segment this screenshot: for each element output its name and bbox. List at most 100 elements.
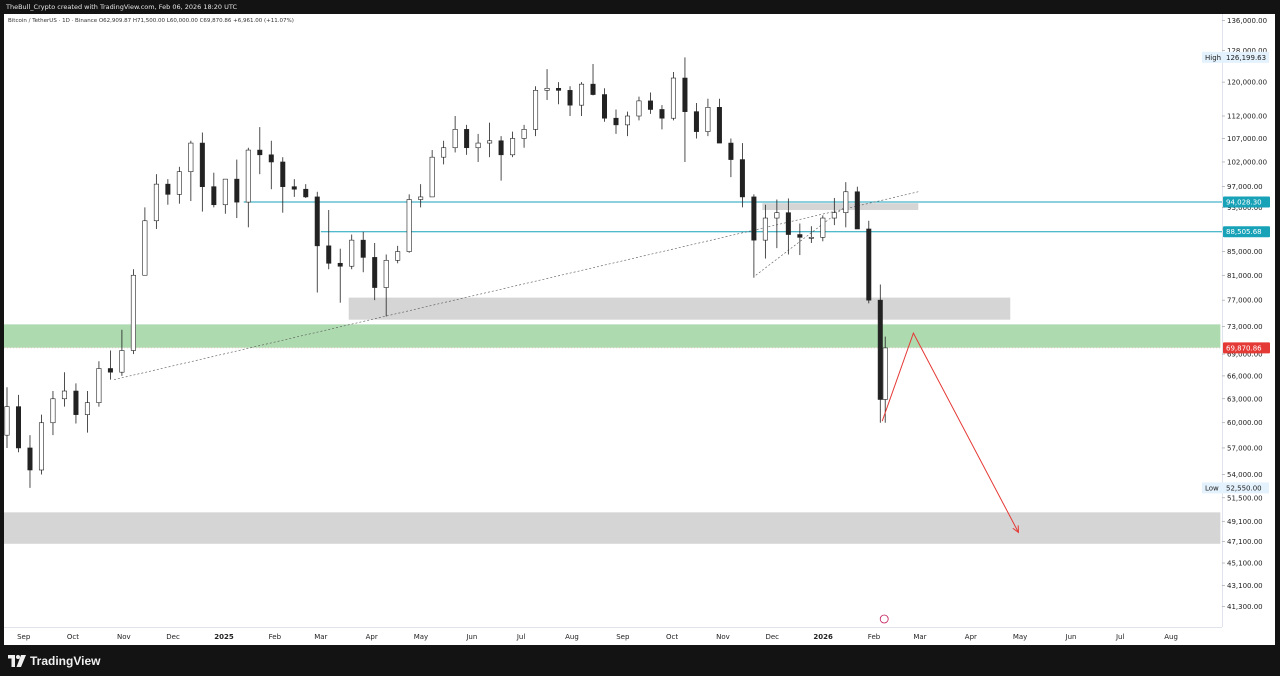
gray-zone bbox=[4, 512, 1221, 544]
trendline bbox=[113, 191, 919, 380]
price-tick-label: 93,000.00 bbox=[1227, 204, 1263, 212]
level-price-tag-bg bbox=[1223, 196, 1270, 208]
time-tick-label: Aug bbox=[565, 633, 579, 641]
gray-zone bbox=[348, 297, 1011, 320]
candle-body bbox=[176, 171, 182, 195]
candle-body bbox=[590, 83, 596, 95]
time-tick-label: Apr bbox=[965, 633, 977, 641]
level-price-tag: 88,505.68 bbox=[1226, 228, 1262, 236]
price-tick-label: 97,000.00 bbox=[1227, 183, 1263, 191]
symbol-info: Bitcoin / TetherUS · 1D · Binance O62,90… bbox=[8, 18, 294, 24]
candle-body bbox=[877, 299, 883, 400]
candle-body bbox=[15, 406, 21, 449]
candle-body bbox=[326, 245, 332, 264]
candle-body bbox=[533, 90, 539, 130]
candle-body bbox=[498, 140, 504, 156]
candle-body bbox=[188, 142, 194, 173]
candle-body bbox=[716, 107, 722, 144]
price-tick-label: 66,000.00 bbox=[1227, 372, 1263, 380]
price-tick-label: 112,000.00 bbox=[1227, 113, 1267, 121]
price-tick-label: 77,000.00 bbox=[1227, 297, 1263, 305]
time-tick-label: May bbox=[1013, 633, 1027, 641]
time-tick-label: Nov bbox=[117, 633, 131, 641]
gray-zone bbox=[762, 203, 919, 211]
high-label-value: 126,199.63 bbox=[1226, 54, 1266, 62]
candle-body bbox=[165, 183, 171, 195]
candle-body bbox=[107, 368, 113, 373]
event-marker-icon[interactable] bbox=[879, 614, 889, 624]
candle-body bbox=[613, 117, 619, 126]
time-tick-label: Nov bbox=[716, 633, 730, 641]
candle-body bbox=[762, 217, 768, 241]
chart-area[interactable]: 136,000.00 128,000.00 120,000.00 112,000.00… bbox=[4, 14, 1275, 645]
candle-body bbox=[510, 138, 516, 156]
candle-body bbox=[268, 154, 274, 163]
price-tick-label: 41,300.00 bbox=[1227, 603, 1263, 611]
price-tick-label: 81,000.00 bbox=[1227, 272, 1263, 280]
candle-body bbox=[96, 368, 102, 403]
candle-body bbox=[659, 109, 665, 119]
time-tick-label: Apr bbox=[366, 633, 378, 641]
price-tick-label: 73,000.00 bbox=[1227, 323, 1263, 331]
time-tick-label: Dec bbox=[765, 633, 779, 641]
candle-body bbox=[647, 100, 653, 110]
price-tick-label: 51,500.00 bbox=[1227, 494, 1263, 502]
tradingview-logo[interactable]: TradingView bbox=[8, 654, 100, 668]
candle-body bbox=[567, 90, 573, 106]
candle-body bbox=[854, 191, 860, 230]
time-tick-label: Feb bbox=[269, 633, 282, 641]
chart-canvas[interactable]: 136,000.00 128,000.00 120,000.00 112,000.00… bbox=[4, 14, 1275, 645]
time-tick-label: Sep bbox=[616, 633, 630, 641]
time-tick-label: 2026 bbox=[813, 633, 833, 641]
candle-body bbox=[797, 234, 803, 238]
candle-body bbox=[475, 142, 481, 149]
last-price-tag: 69,870.86 bbox=[1226, 344, 1262, 352]
candle-body bbox=[521, 129, 527, 139]
candle-body bbox=[705, 107, 711, 132]
candle-body bbox=[624, 115, 630, 126]
price-tick-label: 136,000.00 bbox=[1227, 17, 1267, 25]
price-tick-label: 102,000.00 bbox=[1227, 158, 1267, 166]
candle-body bbox=[38, 422, 44, 471]
candle-body bbox=[291, 186, 297, 190]
price-tick-label: 69,000.00 bbox=[1227, 351, 1263, 359]
candle-body bbox=[831, 212, 837, 219]
support-zone bbox=[4, 324, 1221, 348]
candle-body bbox=[487, 140, 493, 144]
candle-body bbox=[785, 212, 791, 235]
candle-body bbox=[61, 390, 67, 400]
time-tick-label: Mar bbox=[314, 633, 327, 641]
candle-body bbox=[27, 447, 33, 471]
candle-body bbox=[84, 402, 90, 415]
candle-body bbox=[441, 147, 447, 158]
candle-body bbox=[383, 260, 389, 288]
high-label-word: High bbox=[1205, 54, 1221, 62]
low-label-bg bbox=[1202, 482, 1269, 494]
candle-body bbox=[199, 142, 205, 187]
candle-body bbox=[303, 188, 309, 198]
candle-body bbox=[882, 347, 888, 400]
candle-body bbox=[406, 199, 412, 252]
trendline bbox=[755, 207, 845, 276]
candle-body bbox=[73, 390, 79, 415]
candle-body bbox=[119, 350, 125, 373]
last-price-tag-bg bbox=[1223, 342, 1270, 354]
time-tick-label: May bbox=[414, 633, 428, 641]
candle-body bbox=[808, 237, 814, 239]
time-tick-label: Oct bbox=[666, 633, 678, 641]
time-tick-label: Jul bbox=[1115, 633, 1125, 641]
candle-body bbox=[280, 161, 286, 187]
candle-body bbox=[728, 142, 734, 160]
low-label-value: 52,550.00 bbox=[1226, 484, 1262, 492]
candle-body bbox=[372, 257, 378, 288]
price-tick-label: 45,100.00 bbox=[1227, 560, 1263, 568]
price-tick-label: 47,100.00 bbox=[1227, 538, 1263, 546]
time-tick-label: Jul bbox=[516, 633, 526, 641]
price-tick-label: 43,100.00 bbox=[1227, 582, 1263, 590]
candle-body bbox=[337, 262, 343, 267]
candle-body bbox=[50, 398, 56, 424]
candle-body bbox=[245, 149, 251, 203]
time-tick-label: Jun bbox=[465, 633, 477, 641]
time-tick-label: Mar bbox=[913, 633, 926, 641]
projection-arrow-head bbox=[1012, 525, 1019, 534]
